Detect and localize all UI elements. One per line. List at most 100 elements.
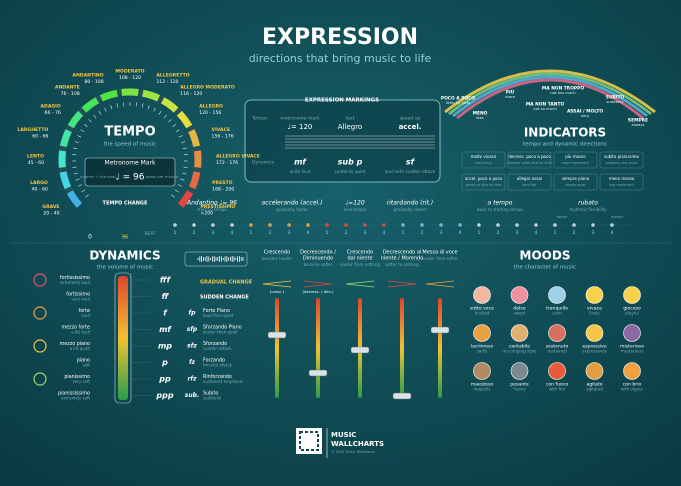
- change-name: Forte Piano: [203, 308, 230, 314]
- level-name: fortissimo: [66, 292, 90, 298]
- example-meaning: more movement: [562, 161, 589, 165]
- beat-number: 4: [383, 230, 386, 235]
- slider-knob: [430, 326, 450, 334]
- gradual-change: GRADUAL CHANGE: [200, 280, 253, 286]
- tempo-range: 80 - 108: [84, 79, 103, 85]
- change-symbol: sfp: [187, 326, 198, 333]
- mood-term: giocoso: [623, 306, 641, 312]
- change-symbol: sub.: [185, 392, 199, 399]
- slider-meaning: become softer: [304, 262, 333, 267]
- beat-number: 2: [573, 230, 576, 235]
- example-meaning: suddenly very quiet: [606, 161, 638, 165]
- indicator-term: MENO: [473, 111, 488, 117]
- beat-dot: [249, 223, 253, 227]
- gauge-segment: [121, 88, 139, 96]
- beat-number: 4: [459, 230, 462, 235]
- beat-number: 2: [421, 230, 424, 235]
- event-term: Andantino ♩= 96: [186, 200, 237, 207]
- level-icon: [33, 339, 47, 353]
- tempo-range: >200: [200, 210, 213, 216]
- event-term: ritardando (rit.): [387, 200, 433, 207]
- tempo-range: 76 - 108: [61, 91, 80, 97]
- tempo-subtitle: the speed of music: [104, 142, 156, 148]
- example-term: allegro assai: [517, 176, 542, 181]
- mood-meaning: with vigour: [621, 387, 644, 392]
- tempo-range: 116 - 120: [180, 91, 202, 97]
- level-meaning: a bit quiet: [70, 346, 91, 351]
- mood-meaning: expressively: [582, 349, 608, 354]
- indicator-meaning: not too much: [550, 90, 576, 95]
- mood-meaning: majestic: [474, 387, 491, 392]
- indicator-meaning: more: [505, 94, 515, 99]
- tempo-range: 60 - 66: [32, 134, 48, 140]
- mood-term: tranquillo: [546, 306, 568, 312]
- level-icon: [33, 306, 47, 320]
- scan-label: SCAN: [304, 456, 315, 460]
- gauge-tick: [147, 105, 150, 110]
- tempo-name: MODERATO: [115, 69, 144, 75]
- change-meaning: forceful attack: [203, 363, 233, 368]
- event-meaning: new tempo: [344, 207, 367, 212]
- mood-term: sotto voce: [470, 306, 494, 312]
- level-symbol: pp: [158, 375, 171, 384]
- example-box: [461, 173, 506, 191]
- beat-number: 3: [592, 230, 595, 235]
- mood-icon: [548, 286, 566, 304]
- metronome-panel: [84, 157, 176, 187]
- level-meaning: loud: [81, 313, 90, 318]
- example-term: molto vivace: [471, 154, 497, 159]
- beat-number: 2: [193, 230, 196, 235]
- example-term: sempre piano: [562, 176, 590, 181]
- metronome-unit: beats per minute: [146, 174, 179, 179]
- change-name: Subito: [203, 391, 218, 397]
- slider-name: Crescendo: [264, 250, 290, 256]
- tempo-name: ALLEGRO: [199, 103, 223, 109]
- gauge-segment: [188, 129, 201, 148]
- volume-bar: [118, 276, 128, 400]
- gauge-tick: [181, 141, 186, 144]
- gauge-tick: [174, 189, 179, 193]
- gauge-tick: [98, 110, 102, 115]
- mood-icon: [510, 362, 529, 380]
- example-box: [461, 151, 506, 169]
- hairpin: [387, 280, 417, 288]
- tempo-range: 66 - 76: [45, 110, 61, 116]
- mood-icon: [473, 362, 491, 380]
- level-icon: [33, 273, 47, 287]
- mood-term: lacrimoso: [471, 344, 493, 350]
- slider-meaning: louder from nothing: [340, 262, 380, 267]
- gauge-segment: [59, 171, 72, 190]
- tempo-name: ANDANTINO: [72, 73, 103, 79]
- level-meaning: a bit loud: [71, 330, 90, 335]
- mood-meaning: sustained: [547, 349, 567, 354]
- mood-meaning: hushed: [475, 311, 490, 316]
- event-term: accelerando (accel.): [262, 200, 323, 207]
- slider-knob: [350, 346, 370, 354]
- gauge-segment: [160, 97, 179, 113]
- mood-term: sostenuto: [546, 344, 569, 350]
- level-meaning: extremely loud: [60, 280, 91, 285]
- event-meaning: gradually faster: [276, 207, 308, 212]
- event-term: ♩=120: [345, 200, 364, 207]
- beat-number: 4: [307, 230, 310, 235]
- tempo-range: 120 - 156: [199, 110, 221, 116]
- level-name: pianississimo: [58, 391, 90, 397]
- moods-subtitle: the character of music: [514, 265, 576, 271]
- mood-term: con brio: [623, 382, 642, 388]
- tempo-name: PRESTO: [212, 180, 232, 186]
- marking-caption: speed up: [400, 116, 421, 122]
- tempo-range: 40 - 60: [32, 186, 48, 192]
- gauge-tick: [110, 105, 113, 110]
- beat-number: 1: [174, 230, 177, 235]
- gauge-tick: [153, 107, 156, 112]
- level-symbol: mf: [159, 325, 172, 334]
- beat-dot: [306, 223, 310, 227]
- change-name: Sforzando: [203, 341, 227, 347]
- tempo-range: 108 - 120: [119, 75, 141, 81]
- markings-row-label: Dynamics: [252, 160, 275, 166]
- level-meaning: very loud: [71, 297, 90, 302]
- tempo-range: 45 - 60: [28, 160, 44, 166]
- level-symbol: ff: [162, 292, 170, 301]
- indicators-subtitle: tempo and dynamic directions: [523, 142, 607, 148]
